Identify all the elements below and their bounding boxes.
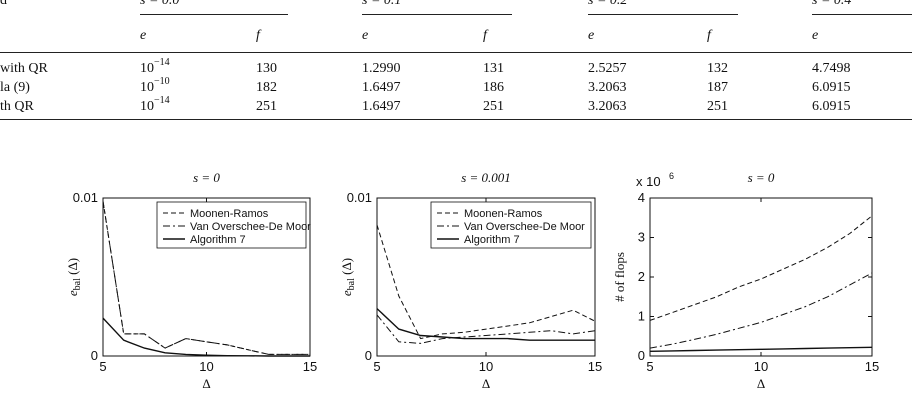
y-axis-label: ebal (Δ) <box>339 258 357 296</box>
table-cell: 251 <box>483 99 504 114</box>
plot-3: s = 0 x 10 6 5 10 15 0 1 2 3 4 Δ # of flops <box>608 155 898 400</box>
x-tick-label: 5 <box>373 359 380 374</box>
y-tick-label: 0.01 <box>73 190 98 205</box>
table-cell: 10−14 <box>140 57 170 76</box>
header-rule <box>0 52 912 53</box>
series-line-moonen-ramos <box>376 224 596 340</box>
x-axis-label: Δ <box>757 376 765 391</box>
legend-entry: Van Overschee-De Moor <box>190 221 311 233</box>
header-s0: s = 0.0 <box>140 0 180 8</box>
y-tick-label: 3 <box>638 230 645 245</box>
table-cell: 10−14 <box>140 95 170 114</box>
header-s2: s = 0.2 <box>588 0 628 8</box>
chart-title: s = 0.001 <box>461 170 511 185</box>
x-tick-label: 15 <box>588 359 602 374</box>
series-line-algorithm-7 <box>376 308 595 341</box>
group-rule-s0 <box>140 14 288 15</box>
table-cell: 6.0915 <box>812 99 851 114</box>
y-tick-label: 0 <box>91 348 98 363</box>
axis-multiplier: x 10 <box>636 174 661 189</box>
table-cell: 187 <box>707 80 728 95</box>
legend-box <box>156 201 307 249</box>
table-cell: 10−10 <box>140 76 170 95</box>
y-axis-label: ebal (Δ) <box>65 258 83 296</box>
subheader-e: e <box>588 28 595 43</box>
table-cell: 6.0915 <box>812 80 851 95</box>
chart-title: s = 0 <box>193 170 220 185</box>
row-label: la (9) <box>0 80 30 95</box>
legend-entry: Van Overschee-De Moor <box>464 221 585 233</box>
y-tick-label: 4 <box>638 190 645 205</box>
table-cell: 2.5257 <box>588 61 627 76</box>
x-tick-label: 15 <box>303 359 317 374</box>
table-cell: 182 <box>256 80 277 95</box>
group-rule-s1 <box>362 14 512 15</box>
table-cell: 3.2063 <box>588 80 627 95</box>
table-cell: 130 <box>256 61 277 76</box>
x-tick-label: 5 <box>646 359 653 374</box>
y-tick-label: 0 <box>638 348 645 363</box>
series-line-van-overschee-de-moor <box>376 314 596 344</box>
header-d: d <box>0 0 7 8</box>
table-cell: 1.2990 <box>362 61 401 76</box>
group-rule-s2 <box>588 14 738 15</box>
table-cell: 132 <box>707 61 728 76</box>
y-tick-label: 0.01 <box>347 190 372 205</box>
x-tick-label: 10 <box>479 359 493 374</box>
y-tick-label: 0 <box>365 348 372 363</box>
x-tick-label: 5 <box>99 359 106 374</box>
legend-entry: Algorithm 7 <box>190 234 246 246</box>
series-line-moonen-ramos <box>102 201 310 355</box>
table-cell: 4.7498 <box>812 61 851 76</box>
subheader-f: f <box>707 28 711 43</box>
chart-svg-3: s = 0 x 10 6 5 10 15 0 1 2 3 4 Δ # of flops <box>612 170 879 391</box>
series-line-algorithm-7 <box>102 317 310 357</box>
legend-entry: Moonen-Ramos <box>190 208 269 220</box>
table-cell: 1.6497 <box>362 80 401 95</box>
series-line-1 <box>649 272 873 349</box>
axis-multiplier-exp: 6 <box>669 171 674 181</box>
table-cell: 131 <box>483 61 504 76</box>
subheader-f: f <box>256 28 260 43</box>
subheader-f: f <box>483 28 487 43</box>
table-cell: 186 <box>483 80 504 95</box>
y-tick-label: 2 <box>638 269 645 284</box>
table-cell: 1.6497 <box>362 99 401 114</box>
subheader-e: e <box>140 28 147 43</box>
x-tick-label: 10 <box>199 359 213 374</box>
legend-box <box>430 201 592 249</box>
header-s1: s = 0.1 <box>362 0 402 8</box>
series-line-2 <box>649 346 873 352</box>
legend-entry: Moonen-Ramos <box>464 208 543 220</box>
subheader-e: e <box>362 28 369 43</box>
series-line-0 <box>649 215 873 321</box>
table-cell: 251 <box>256 99 277 114</box>
row-label: th QR <box>0 99 34 114</box>
x-axis-label: Δ <box>202 376 210 391</box>
legend-entry: Algorithm 7 <box>464 234 520 246</box>
y-tick-label: 1 <box>638 309 645 324</box>
subheader-e: e <box>812 28 819 43</box>
row-label: with QR <box>0 61 48 76</box>
x-tick-label: 15 <box>865 359 879 374</box>
x-tick-label: 10 <box>754 359 768 374</box>
chart-title: s = 0 <box>748 170 775 185</box>
table-cell: 251 <box>707 99 728 114</box>
bottom-rule <box>0 119 912 120</box>
x-axis-label: Δ <box>482 376 490 391</box>
results-table: d s = 0.0 s = 0.1 s = 0.2 s = 0.4 e f e … <box>0 0 912 140</box>
group-rule-s4 <box>812 14 912 15</box>
header-s4: s = 0.4 <box>812 0 852 8</box>
axes-box <box>649 197 873 357</box>
y-axis-label: # of flops <box>612 252 627 302</box>
table-cell: 3.2063 <box>588 99 627 114</box>
